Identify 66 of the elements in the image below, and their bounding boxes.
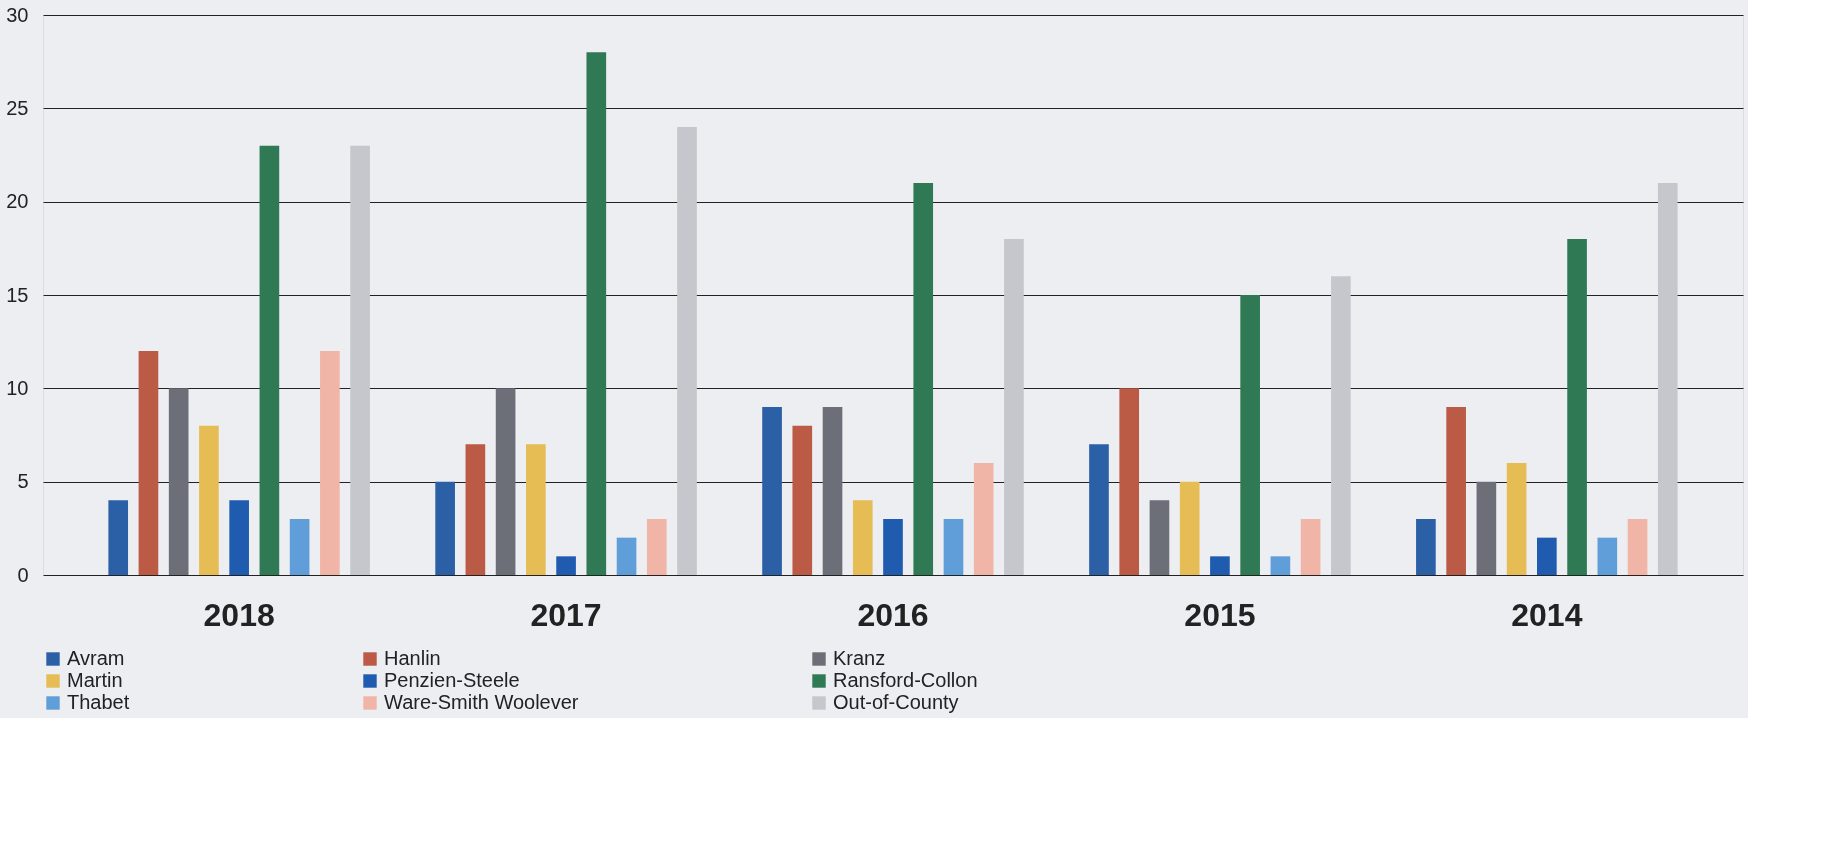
bar [320, 351, 340, 575]
x-tick-label: 2015 [1184, 596, 1256, 633]
legend-label: Kranz [833, 647, 886, 669]
bar [1004, 239, 1024, 575]
y-tick-label: 0 [17, 563, 29, 586]
legend-label: Thabet [67, 691, 130, 713]
bar [616, 537, 637, 575]
bar [495, 388, 516, 575]
bar [1506, 463, 1527, 575]
bar [1119, 388, 1140, 575]
y-tick-label: 30 [6, 3, 29, 26]
bar [1657, 183, 1678, 575]
bar [556, 556, 576, 575]
bar [1446, 407, 1466, 575]
bar [289, 519, 310, 575]
x-tick-label: 2016 [857, 596, 929, 633]
y-tick-label: 10 [6, 376, 29, 399]
bar [1476, 481, 1497, 575]
bar [350, 145, 370, 575]
bar [1416, 519, 1436, 575]
bar [168, 388, 189, 575]
x-tick-label: 2018 [203, 596, 275, 633]
y-tick-label: 20 [6, 190, 29, 213]
bar [586, 52, 607, 575]
bar [1089, 444, 1109, 575]
bar [1597, 537, 1618, 575]
legend-label: Avram [67, 647, 125, 669]
bar [677, 127, 697, 575]
x-tick-label: 2017 [530, 596, 602, 633]
bar [1270, 556, 1291, 575]
bar [913, 183, 934, 575]
bar [108, 500, 129, 575]
bar [1210, 556, 1230, 575]
bar [822, 407, 843, 575]
bar [199, 425, 219, 575]
bar [1300, 519, 1321, 575]
legend-label: Penzien-Steele [384, 669, 520, 691]
y-tick-label: 5 [17, 470, 29, 493]
bar [465, 444, 486, 575]
y-tick-label: 15 [6, 283, 29, 306]
bar [943, 519, 964, 575]
x-tick-label: 2014 [1511, 596, 1583, 633]
bar [1537, 537, 1557, 575]
bar [646, 519, 667, 575]
bar [1179, 481, 1200, 575]
bar [1331, 276, 1351, 575]
legend-label: Ware-Smith Woolever [384, 691, 579, 713]
bar [1240, 295, 1260, 575]
bar [435, 481, 455, 575]
bar [883, 519, 903, 575]
bar [526, 444, 546, 575]
bar [1567, 239, 1587, 575]
bar [1149, 500, 1170, 575]
bar [973, 463, 994, 575]
bar [852, 500, 873, 575]
y-tick-label: 25 [6, 96, 29, 119]
bar [138, 351, 159, 575]
bar [762, 407, 782, 575]
bar [229, 500, 249, 575]
bar [1627, 519, 1648, 575]
bar [259, 145, 280, 575]
bar [792, 425, 813, 575]
legend-label: Martin [67, 669, 123, 691]
legend-label: Out-of-County [833, 691, 959, 713]
legend-label: Hanlin [384, 647, 441, 669]
legend-label: Ransford-Collon [833, 669, 978, 691]
